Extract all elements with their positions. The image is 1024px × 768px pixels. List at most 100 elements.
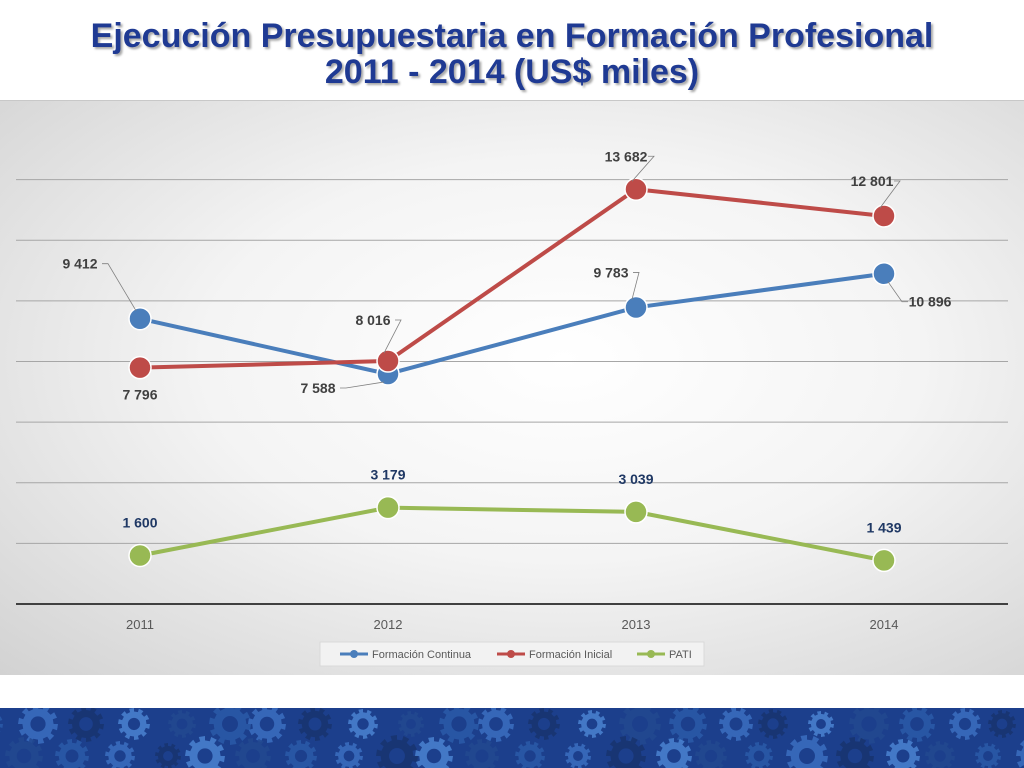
gear-hole-decoration <box>704 749 718 763</box>
data-label: 3 039 <box>618 471 653 487</box>
label-leader-line <box>102 263 137 311</box>
gear-hole-decoration <box>389 748 405 764</box>
gear-icon <box>0 716 3 733</box>
data-point <box>872 204 896 228</box>
gear-hole-decoration <box>934 750 946 762</box>
gear-hole-decoration <box>983 751 993 761</box>
gear-hole-decoration <box>996 718 1008 730</box>
gridlines <box>16 179 1008 544</box>
gear-hole-decoration <box>729 717 743 731</box>
gear-hole-decoration <box>406 719 416 729</box>
gear-hole-decoration <box>451 716 467 732</box>
gear-hole-decoration <box>222 716 238 732</box>
data-point <box>128 355 152 380</box>
gear-hole-decoration <box>573 751 583 761</box>
gear-hole-decoration <box>426 748 442 764</box>
gear-hole-decoration <box>197 748 213 764</box>
gear-hole-decoration <box>489 717 503 731</box>
gear-hole-decoration <box>79 717 93 731</box>
legend-swatch-marker <box>507 650 515 658</box>
legend-entry: PATI <box>669 649 692 661</box>
label-leader-line <box>887 281 908 303</box>
gear-hole-decoration <box>357 718 369 730</box>
page-title: Ejecución Presupuestaria en Formación Pr… <box>0 18 1024 90</box>
label-leader-line <box>879 180 901 209</box>
x-tick-label: 2014 <box>870 617 899 632</box>
x-tick-label: 2013 <box>622 617 651 632</box>
chart-panel: 2011 2012 2013 2014 9 412 7 588 9 783 10 896 7 7… <box>0 100 1024 675</box>
data-label: 12 801 <box>851 173 894 189</box>
gear-hole-decoration <box>896 749 910 763</box>
gear-hole-decoration <box>259 716 275 732</box>
gear-hole-decoration <box>176 718 188 730</box>
data-label: 9 783 <box>593 264 628 280</box>
data-point <box>624 500 648 524</box>
data-point <box>376 349 400 373</box>
gear-hole-decoration <box>958 717 972 731</box>
gear-hole-decoration <box>910 717 924 731</box>
gear-hole-decoration <box>308 717 322 731</box>
gear-hole-decoration <box>524 750 536 762</box>
gear-pattern-decoration <box>0 708 1024 768</box>
data-point <box>376 495 400 520</box>
legend-swatch-marker <box>647 650 655 658</box>
data-point <box>624 295 648 320</box>
data-label: 8 016 <box>355 312 390 328</box>
gear-hole-decoration <box>537 717 551 731</box>
gear-hole-decoration <box>114 750 126 762</box>
series-formacion-inicial: 7 796 8 016 13 682 12 801 <box>122 148 901 403</box>
gear-hole-decoration <box>861 716 877 732</box>
gear-hole-decoration <box>294 749 308 763</box>
title-line-2: 2011 - 2014 (US$ miles) <box>324 53 700 91</box>
gear-hole-decoration <box>816 719 826 729</box>
label-leader-line <box>383 319 402 354</box>
label-leader-line <box>631 155 655 182</box>
gear-hole-decoration <box>799 748 815 764</box>
gear-hole-decoration <box>127 717 141 731</box>
gear-hole-decoration <box>163 751 173 761</box>
gear-hole-decoration <box>65 749 79 763</box>
legend: Formación Continua Formación Inicial PATI <box>319 641 705 667</box>
series-pati: 1 600 3 179 3 039 1 439 <box>122 467 902 573</box>
x-tick-label: 2011 <box>126 617 154 632</box>
footer-gear-band <box>0 708 1024 768</box>
data-label: 9 412 <box>62 256 97 272</box>
data-label: 1 600 <box>122 515 157 531</box>
data-point <box>624 177 648 202</box>
gear-hole-decoration <box>30 716 46 732</box>
data-point <box>128 543 152 568</box>
gear-hole-decoration <box>767 718 779 730</box>
data-label: 7 588 <box>300 380 335 396</box>
series-line <box>139 187 885 370</box>
data-point <box>872 548 896 573</box>
data-label: 10 896 <box>909 294 952 310</box>
label-leader-line <box>340 381 385 389</box>
gear-hole-decoration <box>246 749 260 763</box>
gear-hole-decoration <box>680 716 696 732</box>
gear-hole-decoration <box>618 748 634 764</box>
data-label: 7 796 <box>122 387 157 403</box>
gear-hole-decoration <box>586 718 598 730</box>
series-line <box>139 271 885 376</box>
title-line-1: Ejecución Presupuestaria en Formación Pr… <box>90 17 934 55</box>
gear-icon <box>1016 740 1024 768</box>
gear-hole-decoration <box>667 749 681 763</box>
gear-hole-decoration <box>16 748 32 764</box>
line-chart: 2011 2012 2013 2014 9 412 7 588 9 783 10 896 7 7… <box>16 148 1008 667</box>
legend-entry: Formación Continua <box>372 649 472 661</box>
label-leader-line <box>631 272 640 300</box>
x-tick-label: 2012 <box>374 617 403 632</box>
series-line <box>139 505 885 563</box>
data-point <box>872 261 896 286</box>
gear-hole-decoration <box>632 716 648 732</box>
gear-hole-decoration <box>753 750 765 762</box>
gear-hole-decoration <box>847 748 863 764</box>
gear-hole-decoration <box>475 749 489 763</box>
data-label: 1 439 <box>866 519 901 535</box>
legend-entry: Formación Inicial <box>529 649 612 661</box>
gear-hole-decoration <box>343 750 355 762</box>
data-label: 13 682 <box>605 148 648 164</box>
data-point <box>128 306 152 331</box>
data-label: 3 179 <box>370 467 405 483</box>
legend-swatch-marker <box>350 650 358 658</box>
